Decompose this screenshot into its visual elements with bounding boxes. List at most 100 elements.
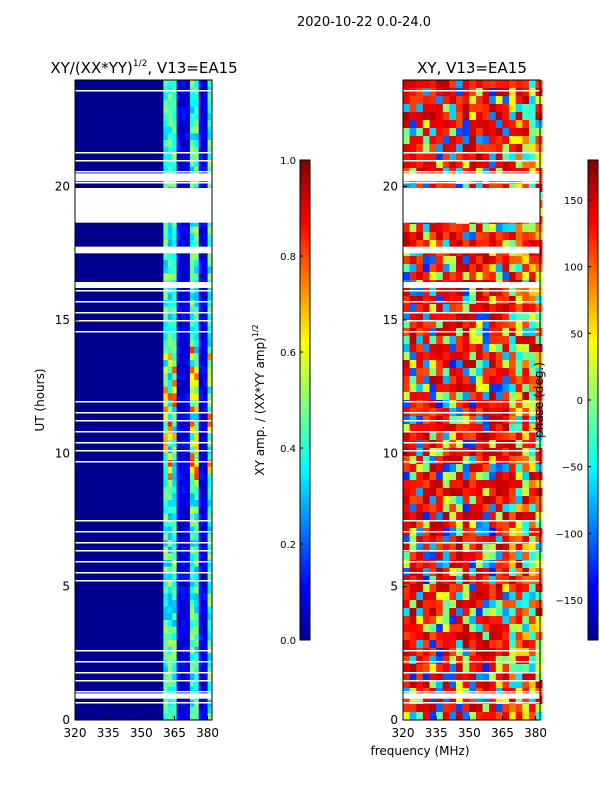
phase-cell: [429, 272, 437, 281]
phase-cell: [475, 256, 483, 265]
amp-cell: [176, 333, 182, 341]
phase-cell: [489, 664, 497, 673]
phase-cell: [509, 624, 516, 633]
phase-cell: [456, 696, 463, 705]
amp-cell: [189, 406, 195, 414]
amp-colorbar: 0.00.20.40.60.81.0: [280, 156, 311, 647]
amp-cell: [176, 300, 182, 307]
amp-cell: [181, 493, 186, 501]
phase-cell: [495, 384, 503, 393]
amp-cell: [198, 626, 204, 634]
phase-cell: [509, 224, 516, 233]
amp-ytick-label: 20: [55, 180, 70, 194]
phase-cell: [522, 80, 530, 89]
amp-cell: [176, 680, 182, 687]
amp-cell: [207, 126, 213, 134]
phase-cell: [535, 440, 543, 449]
amp-cell: [194, 493, 200, 501]
phase-cell: [416, 544, 424, 553]
phase-cell: [482, 88, 490, 97]
phase-cell: [522, 480, 530, 489]
amp-cell: [189, 126, 195, 134]
amp-cell: [163, 293, 169, 301]
amp-gap-line: [75, 171, 212, 173]
phase-cell: [522, 296, 530, 305]
amp-cell: [203, 353, 208, 361]
amp-gap-line: [75, 160, 212, 162]
amp-cell: [203, 160, 208, 167]
phase-cell: [436, 632, 444, 641]
phase-cell: [528, 712, 536, 721]
phase-cell: [422, 320, 430, 329]
phase-cell: [515, 440, 523, 449]
phase-cell: [522, 464, 530, 473]
phase-cell: [403, 520, 410, 529]
phase-cell: [436, 696, 444, 705]
amp-cell: [194, 713, 200, 721]
phase-cell: [469, 136, 477, 145]
amp-cell: [167, 433, 173, 441]
amp-cell: [207, 586, 213, 594]
phase-cell: [456, 336, 463, 345]
amp-cell: [163, 713, 169, 721]
amp-cell: [207, 166, 213, 174]
amp-cell: [181, 633, 186, 641]
amp-cell: [167, 506, 173, 514]
amp-cell: [176, 260, 182, 267]
amp-cell: [203, 293, 208, 301]
phase-cell: [475, 632, 483, 641]
phase-cell: [436, 336, 444, 345]
amp-cell: [185, 573, 191, 581]
phase-cell: [495, 320, 503, 329]
amp-cell: [189, 473, 195, 481]
phase-cell: [515, 160, 523, 169]
phase-cell: [409, 664, 417, 673]
phase-cell: [462, 128, 470, 137]
phase-cell: [502, 648, 510, 657]
phase-cell: [489, 240, 497, 249]
amp-cell: [203, 466, 208, 474]
amp-cell: [163, 120, 169, 127]
amp-cell: [189, 260, 195, 267]
phase-cell: [509, 672, 516, 681]
amp-cell: [163, 620, 169, 627]
amp-cell: [198, 360, 204, 367]
phase-cell: [429, 632, 437, 641]
phase-cell: [528, 448, 536, 457]
amp-cell: [189, 380, 195, 387]
phase-cell: [409, 696, 417, 705]
amp-cell: [176, 713, 182, 721]
amp-cell: [185, 120, 191, 127]
amp-cell: [167, 400, 173, 407]
amp-cell: [194, 146, 200, 154]
amp-cell: [203, 106, 208, 114]
phase-cell: [509, 296, 516, 305]
amp-cell: [163, 400, 169, 407]
phase-cell: [469, 648, 477, 657]
amp-cell: [167, 120, 173, 127]
amp-gap-line: [75, 531, 212, 533]
amp-cell: [176, 146, 182, 154]
phase-cell: [502, 472, 510, 481]
amp-cell: [194, 380, 200, 387]
phase-cell: [528, 320, 536, 329]
amp-gap-line: [75, 691, 212, 693]
figure-title: 2020-10-22 0.0-24.0: [297, 15, 431, 30]
amp-cell: [207, 420, 213, 427]
amp-cell: [172, 606, 177, 614]
phase-cell: [429, 304, 437, 313]
phase-cell: [429, 608, 437, 617]
phase-cell: [429, 336, 437, 345]
phase-cell: [456, 152, 463, 161]
amp-cell: [189, 526, 195, 534]
phase-cell: [482, 656, 490, 665]
phase-cell: [522, 360, 530, 369]
phase-cell: [482, 544, 490, 553]
phase-cell: [422, 624, 430, 633]
phase-cell: [522, 448, 530, 457]
phase-cell: [403, 488, 410, 497]
amp-cell: [167, 600, 173, 607]
phase-cell: [416, 304, 424, 313]
phase-cb-tick-label: 0: [577, 396, 583, 407]
